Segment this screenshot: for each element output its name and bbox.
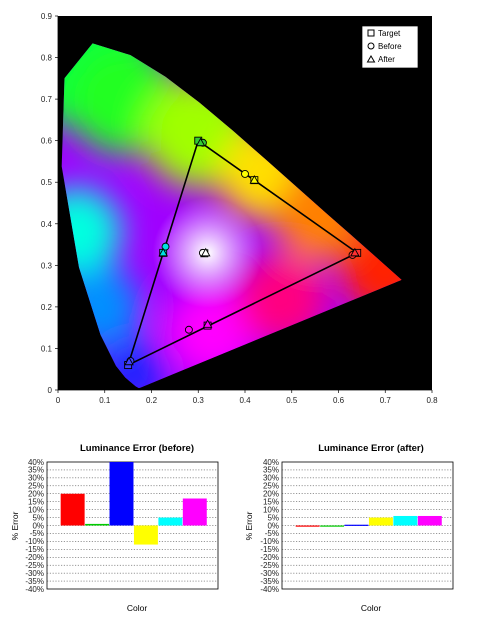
y-tick-label: 0.7 [41, 95, 53, 104]
y-tick-label: 30% [28, 474, 44, 483]
chart-title-after: Luminance Error (after) [318, 443, 424, 454]
y-tick-label: -35% [25, 577, 44, 586]
y-tick-label: 30% [263, 474, 279, 483]
y-tick-label: -10% [260, 537, 279, 546]
bar-blue [344, 524, 369, 526]
y-tick-label: 0% [267, 521, 279, 530]
legend: Target Before After [361, 25, 419, 69]
legend-after-label: After [378, 55, 395, 64]
x-tick-label: 0.2 [146, 396, 158, 405]
y-tick-label: -40% [260, 585, 279, 594]
x-tick-label: 0.1 [99, 396, 111, 405]
luminance-error-before-chart: Luminance Error (before) % Error Color 4… [10, 443, 219, 613]
bar-magenta [417, 515, 442, 526]
y-tick-label: 20% [263, 490, 279, 499]
bar-red [60, 493, 85, 526]
x-tick-label: 0.8 [426, 396, 438, 405]
y-tick-label: 40% [28, 458, 44, 467]
x-tick-label: 0.4 [239, 396, 251, 405]
x-tick-label: 0.6 [333, 396, 345, 405]
y-tick-label: 35% [263, 466, 279, 475]
x-axis-label-after: Color [361, 603, 381, 613]
y-tick-label: 25% [263, 482, 279, 491]
bar-cyan [158, 517, 183, 526]
bar-plot-area-before: 40%35%30%25%20%15%10%5%0%-5%-10%-15%-20%… [25, 458, 219, 594]
after-point-yellow [249, 175, 260, 184]
before-point-cyan [161, 242, 170, 251]
y-tick-label: 35% [28, 466, 44, 475]
y-tick-label: 0.2 [41, 303, 53, 312]
x-tick-label: 0 [56, 396, 61, 405]
after-point-magenta [202, 319, 213, 328]
y-tick-label: 0.8 [41, 54, 53, 63]
after-point-blue [124, 356, 134, 366]
y-tick-label: -5% [265, 529, 279, 538]
before-point-magenta [184, 325, 193, 334]
y-tick-label: 25% [28, 482, 44, 491]
after-point-cyan [158, 247, 168, 257]
after-point-white [200, 247, 211, 257]
bar-magenta [182, 498, 207, 526]
y-tick-label: -5% [30, 529, 44, 538]
y-tick-label: -15% [260, 545, 279, 554]
y-axis-label-before: % Error [10, 511, 20, 540]
y-tick-label: -20% [25, 553, 44, 562]
y-tick-label: 5% [267, 513, 279, 522]
bar-green [320, 525, 345, 527]
y-tick-label: 10% [263, 505, 279, 514]
y-tick-label: -10% [25, 537, 44, 546]
legend-before-label: Before [378, 42, 402, 51]
bar-yellow [133, 525, 158, 545]
y-tick-label: 0% [32, 521, 44, 530]
after-point-red [350, 247, 360, 257]
bar-blue [109, 462, 134, 526]
y-tick-label: 10% [28, 505, 44, 514]
y-tick-label: 0 [48, 386, 53, 395]
chart-title-before: Luminance Error (before) [80, 443, 194, 454]
y-tick-label: -15% [25, 545, 44, 554]
x-axis-label-before: Color [127, 603, 147, 613]
luminance-error-after-chart: Luminance Error (after) % Error Color 40… [244, 443, 454, 613]
y-tick-label: 20% [28, 490, 44, 499]
x-tick-label: 0.5 [286, 396, 298, 405]
y-tick-label: -30% [25, 569, 44, 578]
y-tick-label: 40% [263, 458, 279, 467]
legend-box [361, 25, 419, 69]
y-axis-label-after: % Error [244, 511, 254, 540]
bar-red [295, 525, 320, 527]
x-tick-label: 0.7 [380, 396, 392, 405]
bar-cyan [393, 515, 418, 526]
legend-before-marker [367, 42, 375, 50]
y-tick-label: 0.5 [41, 178, 53, 187]
y-tick-label: 0.6 [41, 137, 53, 146]
bar-yellow [368, 517, 393, 526]
y-tick-label: -30% [260, 569, 279, 578]
bar-green [85, 523, 110, 526]
y-tick-label: 0.4 [41, 220, 53, 229]
before-point-yellow [241, 169, 249, 178]
legend-after-marker [366, 55, 376, 63]
y-tick-label: -35% [260, 577, 279, 586]
data-markers [124, 136, 362, 370]
bar-plot-area-after: 40%35%30%25%20%15%10%5%0%-5%-10%-15%-20%… [260, 458, 454, 594]
y-tick-label: -25% [25, 561, 44, 570]
y-tick-label: -20% [260, 553, 279, 562]
y-tick-label: 15% [263, 497, 279, 506]
y-tick-label: 15% [28, 497, 44, 506]
x-tick-label: 0.3 [193, 396, 205, 405]
y-tick-label: 5% [32, 513, 44, 522]
cie-chromaticity-chart: 0 0.1 0.2 0.3 0.4 0.5 0.6 0.7 0.8 0 0.1 0.2 0.3 0.4 0.… [41, 12, 438, 405]
axes: 0 0.1 0.2 0.3 0.4 0.5 0.6 0.7 0.8 0 0.1 0.2 0.3 0.4 0.… [41, 12, 438, 405]
legend-target-marker [367, 29, 375, 37]
y-tick-label: 0.3 [41, 261, 53, 270]
y-tick-label: -40% [25, 585, 44, 594]
y-tick-label: -25% [260, 561, 279, 570]
legend-target-label: Target [378, 29, 401, 38]
y-tick-label: 0.1 [41, 344, 53, 353]
y-tick-label: 0.9 [41, 12, 53, 21]
after-point-green [195, 137, 206, 147]
